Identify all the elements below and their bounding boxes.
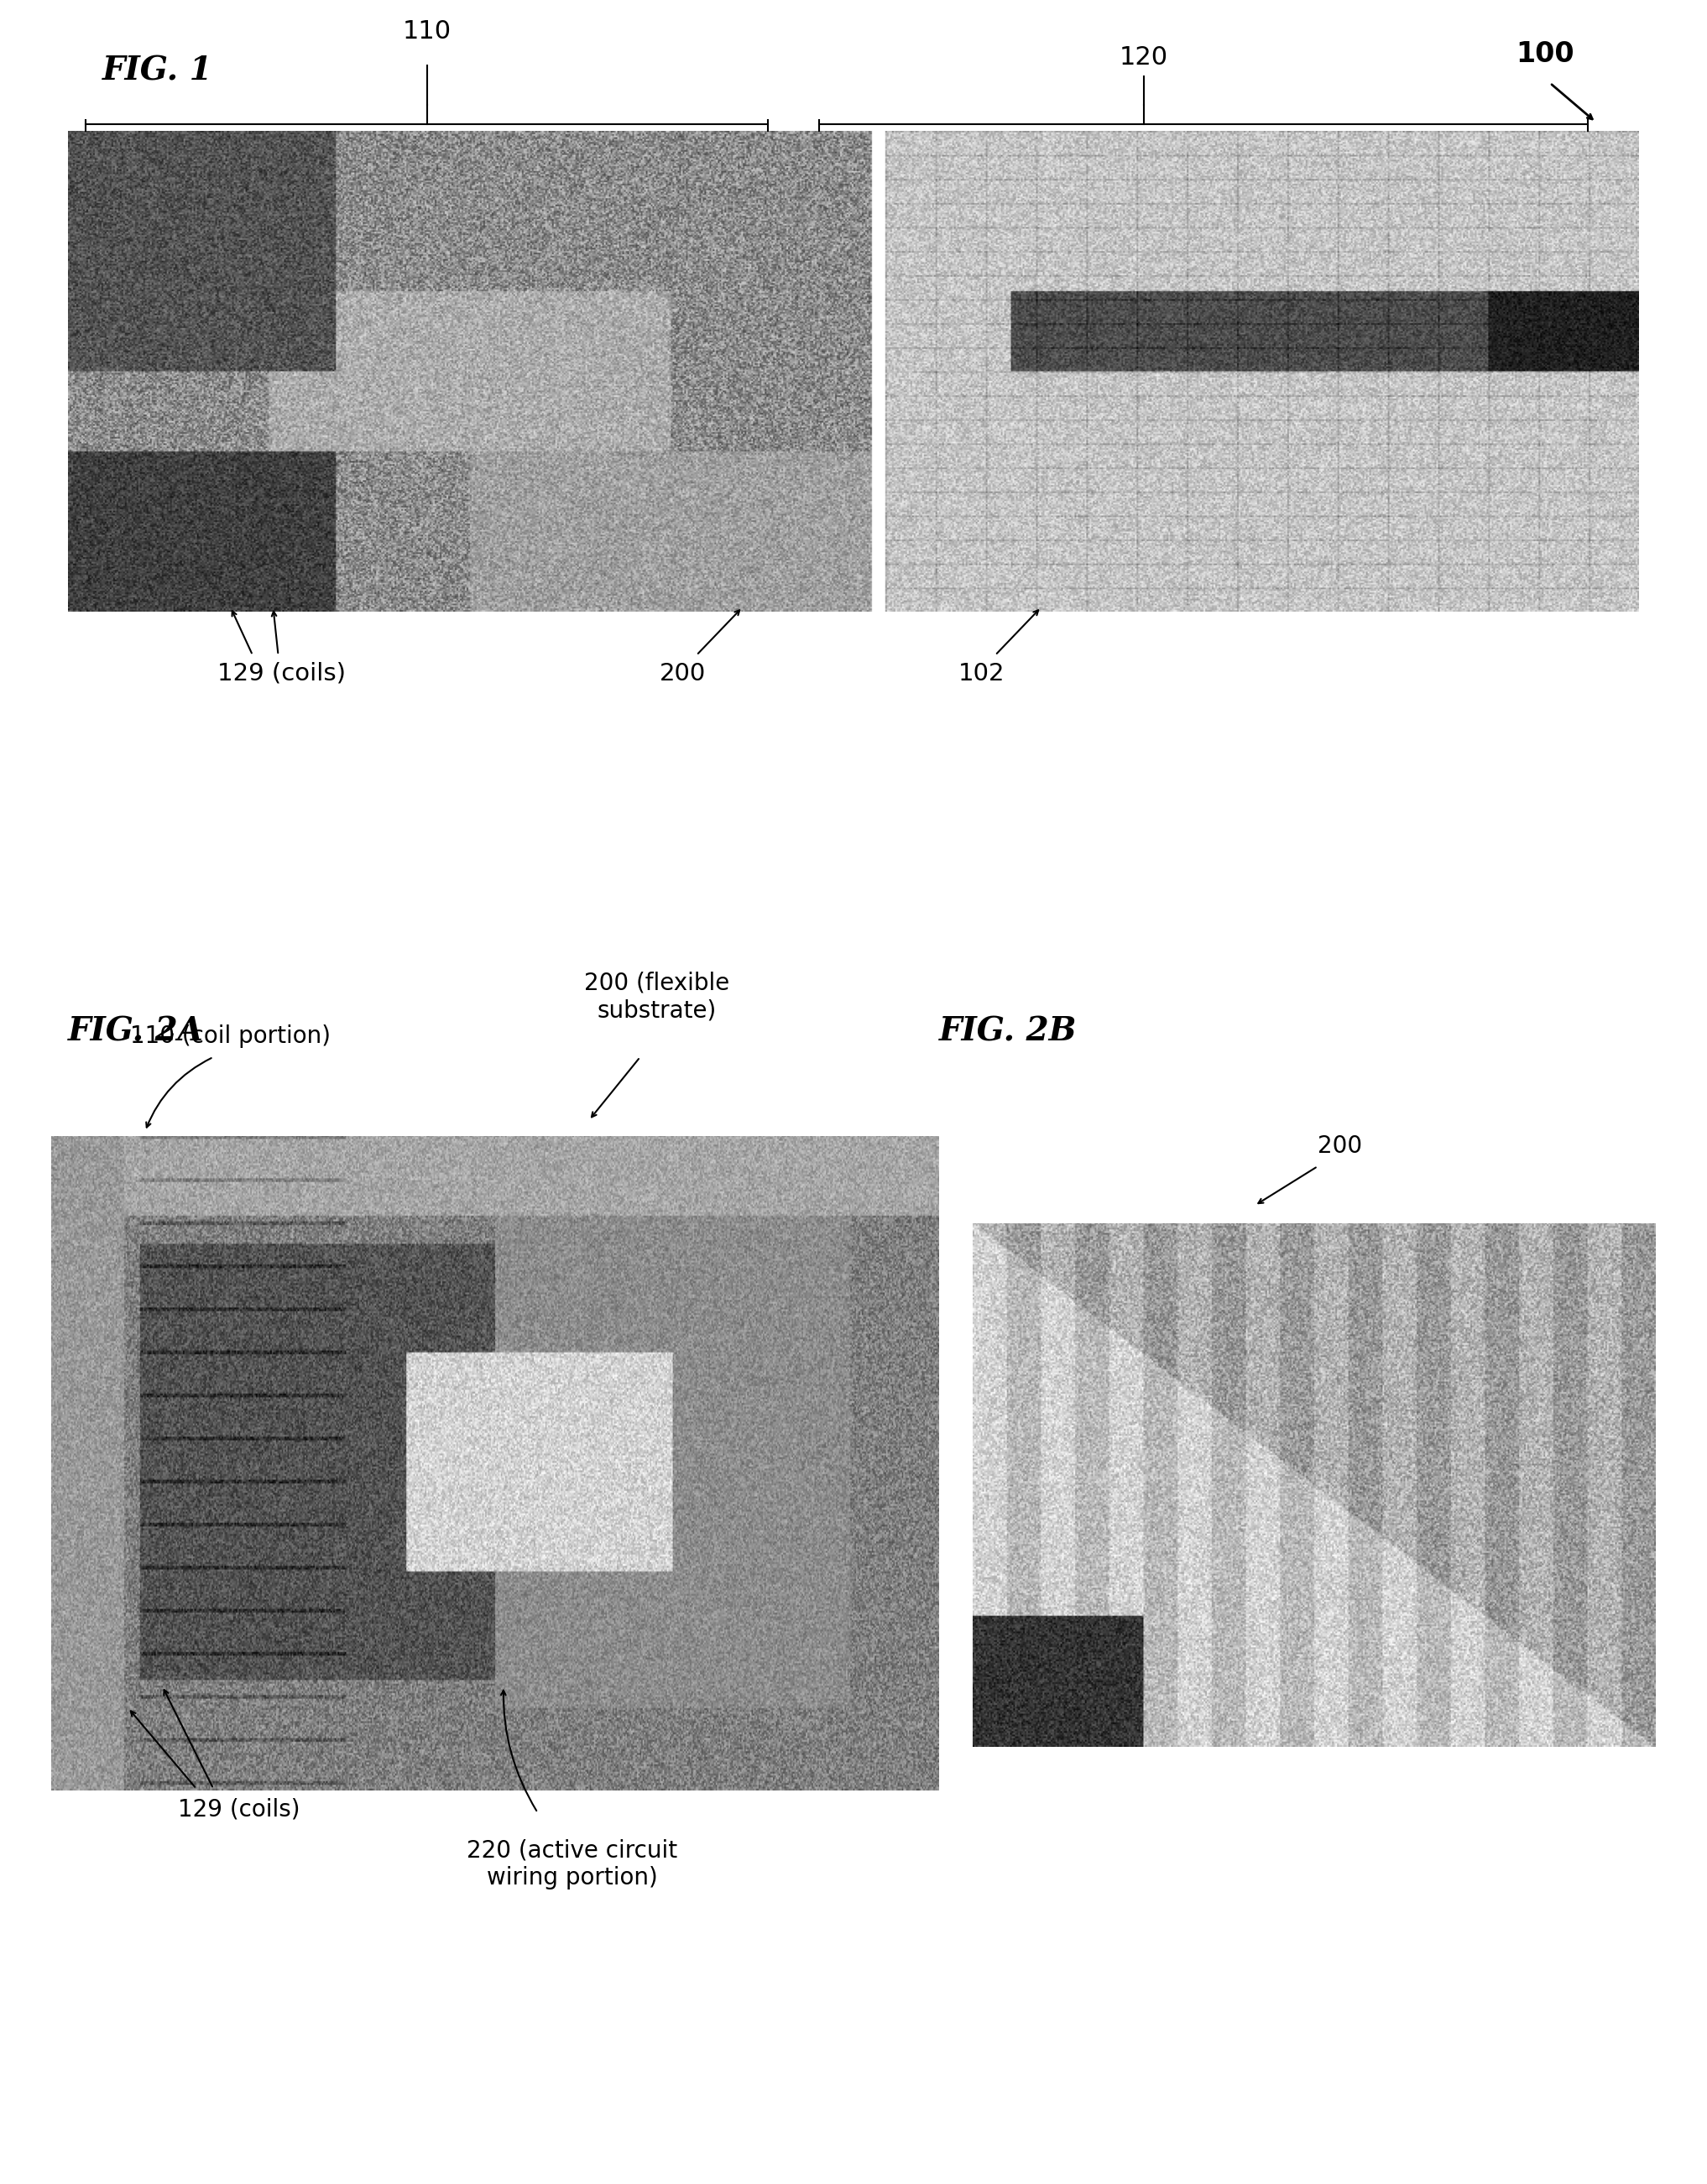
Text: 110 (coil portion): 110 (coil portion) [130, 1024, 331, 1048]
Text: 120: 120 [1120, 46, 1168, 70]
Text: FIG. 1: FIG. 1 [102, 55, 213, 87]
Text: 200: 200 [659, 662, 707, 686]
Text: 100: 100 [1516, 39, 1574, 68]
Text: 200 (flexible
substrate): 200 (flexible substrate) [584, 972, 731, 1022]
Text: 102: 102 [958, 662, 1005, 686]
Text: 129 (coils): 129 (coils) [178, 1797, 300, 1821]
Text: FIG. 2A: FIG. 2A [68, 1016, 205, 1048]
Text: 200: 200 [1318, 1133, 1362, 1158]
Text: 220 (active circuit
wiring portion): 220 (active circuit wiring portion) [466, 1839, 678, 1889]
Text: 129 (coils): 129 (coils) [217, 662, 347, 686]
Text: 110: 110 [403, 20, 451, 44]
Text: FIG. 2B: FIG. 2B [939, 1016, 1077, 1048]
